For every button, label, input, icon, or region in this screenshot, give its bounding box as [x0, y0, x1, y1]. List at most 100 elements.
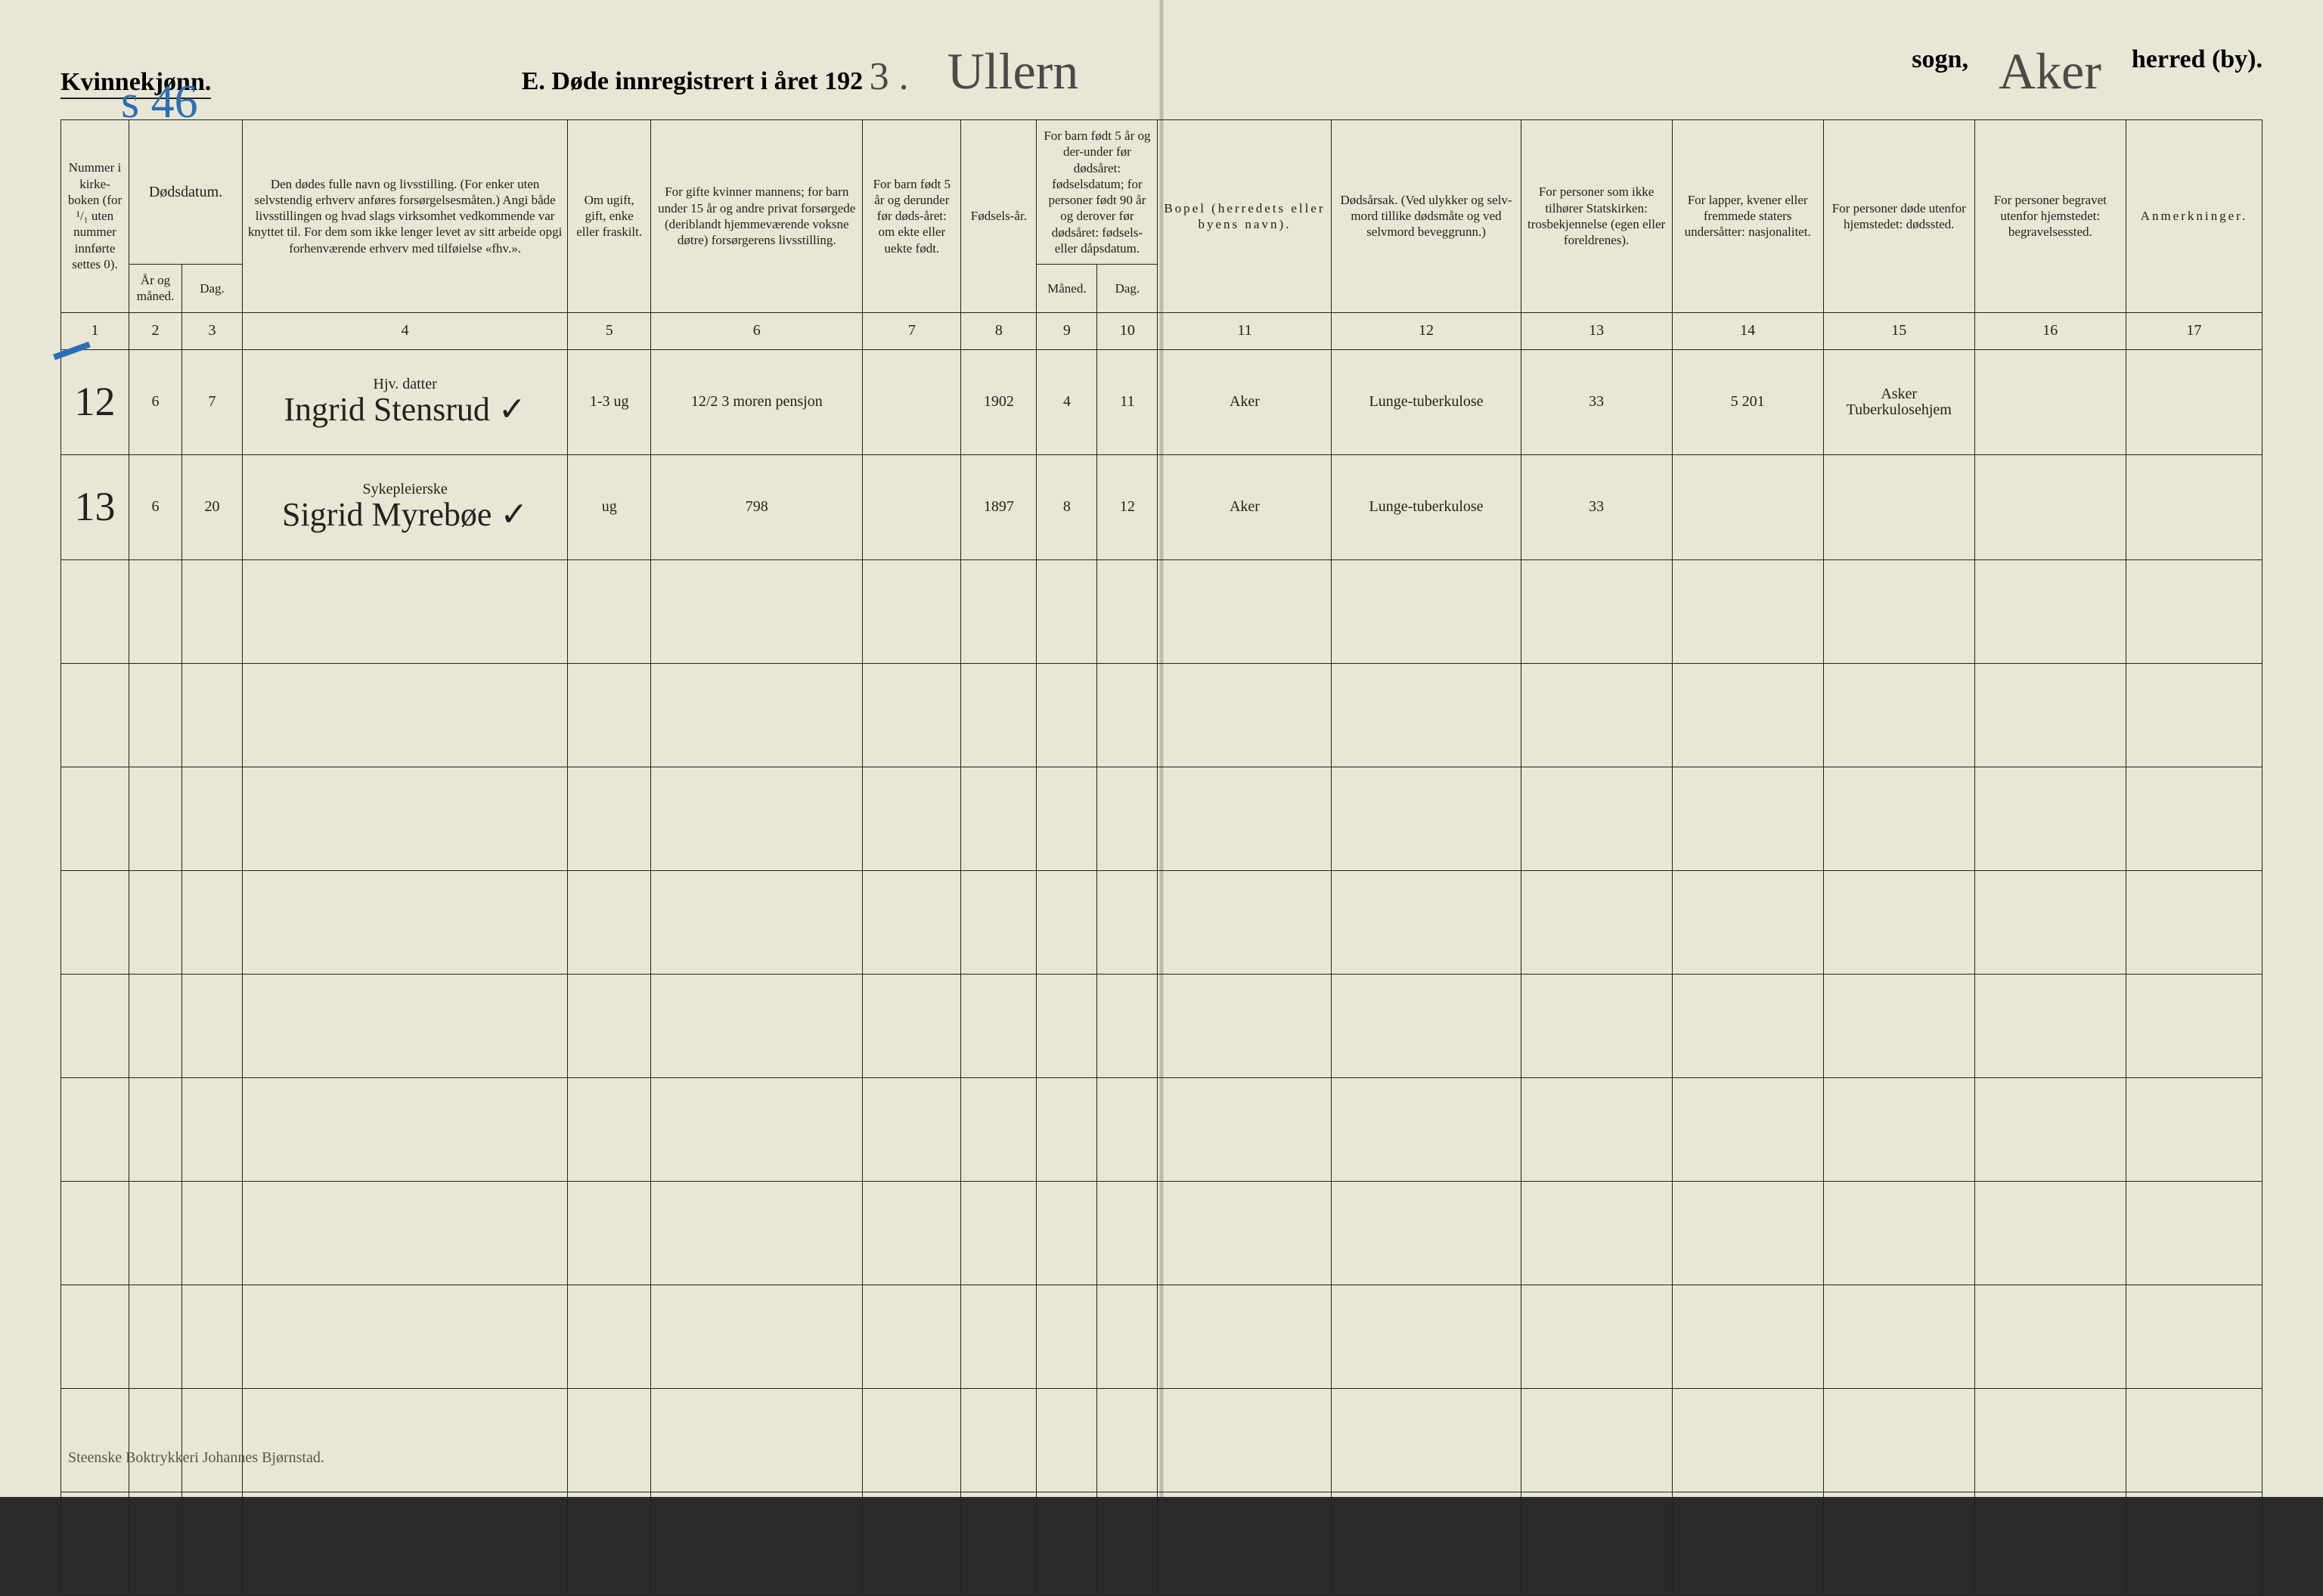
table-cell-empty: [1097, 1181, 1158, 1285]
colnum: 10: [1097, 312, 1158, 349]
table-cell-empty: [961, 559, 1037, 663]
col-header-16: For personer begravet utenfor hjemstedet…: [1974, 120, 2126, 313]
ledger-page: s 46 Kvinnekjønn. E. Døde innregistrert …: [0, 0, 2323, 1497]
table-cell-empty: [1823, 1492, 1974, 1595]
col-header-9: Måned.: [1037, 265, 1097, 313]
table-cell: 33: [1521, 349, 1672, 454]
col-header-8: Fødsels-år.: [961, 120, 1037, 313]
table-cell-empty: [1097, 663, 1158, 767]
table-cell-empty: [568, 767, 651, 870]
colnum: 8: [961, 312, 1037, 349]
table-cell-empty: [568, 870, 651, 974]
table-cell: Lunge-tuberkulose: [1332, 349, 1521, 454]
table-cell-empty: [961, 1181, 1037, 1285]
table-cell-empty: [1974, 767, 2126, 870]
table-cell-empty: [2126, 1388, 2262, 1492]
table-cell-empty: [182, 1492, 243, 1595]
table-cell: [1974, 349, 2126, 454]
table-cell-empty: [129, 767, 182, 870]
colnum: 3: [182, 312, 243, 349]
table-cell-empty: [2126, 559, 2262, 663]
table-cell-empty: [1823, 1077, 1974, 1181]
table-cell-empty: [961, 663, 1037, 767]
table-cell-empty: [1974, 663, 2126, 767]
table-cell-empty: [1521, 1077, 1672, 1181]
table-cell-empty: [1672, 767, 1823, 870]
table-cell: 6: [129, 349, 182, 454]
table-cell-empty: [568, 559, 651, 663]
table-cell-empty: [61, 1077, 129, 1181]
table-cell-empty: [243, 1181, 568, 1285]
table-cell-empty: [863, 663, 961, 767]
table-cell-empty: [243, 1388, 568, 1492]
table-cell-empty: [1332, 870, 1521, 974]
table-cell-empty: [863, 1285, 961, 1388]
table-cell-empty: [129, 1077, 182, 1181]
table-cell: [1974, 454, 2126, 559]
table-cell-empty: [182, 559, 243, 663]
colnum: 5: [568, 312, 651, 349]
col-header-3: Dag.: [182, 265, 243, 313]
table-cell-empty: [1037, 1285, 1097, 1388]
col-header-5: Om ugift, gift, enke eller fraskilt.: [568, 120, 651, 313]
table-cell-empty: [961, 1388, 1037, 1492]
colnum: 6: [651, 312, 863, 349]
table-cell-empty: [568, 1492, 651, 1595]
table-cell-empty: [1823, 1181, 1974, 1285]
table-cell-empty: [651, 1181, 863, 1285]
table-cell-empty: [1521, 1492, 1672, 1595]
table-cell-empty: [61, 663, 129, 767]
table-cell: [863, 349, 961, 454]
table-cell-empty: [1521, 1181, 1672, 1285]
table-cell-empty: [1521, 767, 1672, 870]
table-cell-empty: [1521, 559, 1672, 663]
table-cell-empty: [2126, 1492, 2262, 1595]
colnum: 16: [1974, 312, 2126, 349]
table-cell-empty: [1672, 974, 1823, 1077]
table-cell-empty: [651, 663, 863, 767]
table-cell: 12: [61, 349, 129, 454]
table-cell-empty: [1823, 1388, 1974, 1492]
table-cell-empty: [1037, 1492, 1097, 1595]
page-mark-handwritten: s 46: [121, 76, 198, 129]
colnum: 1: [61, 312, 129, 349]
table-cell-empty: [61, 1388, 129, 1492]
year-handwritten: 3 .: [870, 55, 909, 98]
table-cell-empty: [2126, 870, 2262, 974]
table-cell-empty: [961, 1492, 1037, 1595]
col-header-13: For personer som ikke tilhører Statskirk…: [1521, 120, 1672, 313]
table-cell: Asker Tuberkulosehjem: [1823, 349, 1974, 454]
table-cell-empty: [129, 1492, 182, 1595]
table-cell-empty: [1097, 1492, 1158, 1595]
table-cell-empty: [1097, 1388, 1158, 1492]
col-header-6: For gifte kvinner mannens; for barn unde…: [651, 120, 863, 313]
table-cell-empty: [568, 663, 651, 767]
table-cell-empty: [863, 1181, 961, 1285]
table-cell: Aker: [1158, 454, 1332, 559]
table-cell-empty: [61, 767, 129, 870]
table-cell-empty: [1974, 870, 2126, 974]
table-cell-empty: [243, 1285, 568, 1388]
col-header-2-group: Dødsdatum.: [129, 120, 243, 265]
table-cell: 7: [182, 349, 243, 454]
table-cell-empty: [2126, 663, 2262, 767]
table-cell-empty: [1332, 1492, 1521, 1595]
table-cell-empty: [1097, 1285, 1158, 1388]
table-cell-empty: [1097, 974, 1158, 1077]
col-header-10: Dag.: [1097, 265, 1158, 313]
table-cell-empty: [182, 870, 243, 974]
table-cell: [2126, 349, 2262, 454]
table-cell: 1902: [961, 349, 1037, 454]
colnum: 9: [1037, 312, 1097, 349]
table-cell: [2126, 454, 2262, 559]
table-cell-empty: [1037, 767, 1097, 870]
table-cell-empty: [1974, 559, 2126, 663]
table-cell: 798: [651, 454, 863, 559]
col-header-2: År og måned.: [129, 265, 182, 313]
table-cell-empty: [961, 767, 1037, 870]
table-cell: ug: [568, 454, 651, 559]
colnum: 7: [863, 312, 961, 349]
table-cell-empty: [243, 663, 568, 767]
book-spine: [1159, 0, 1164, 1497]
table-cell-empty: [1521, 663, 1672, 767]
